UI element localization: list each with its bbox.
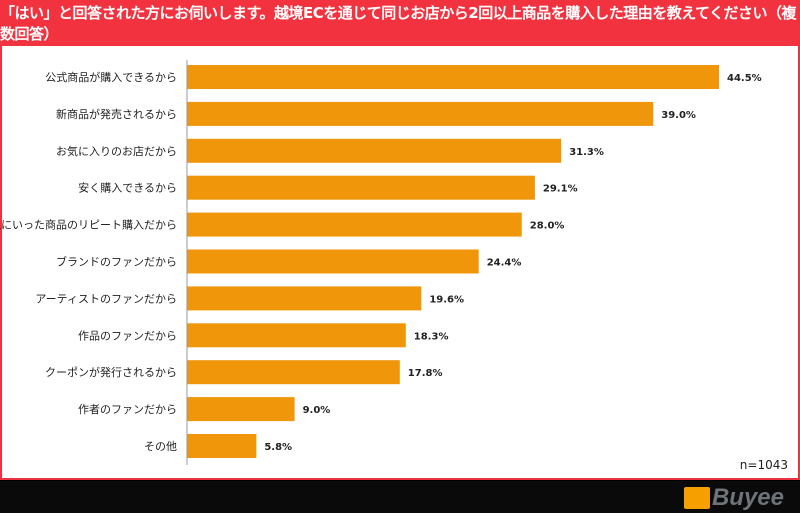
value-label: 29.1%: [543, 184, 578, 195]
bag-icon: [683, 487, 710, 509]
bar: [187, 138, 562, 163]
value-label: 28.0%: [530, 221, 565, 232]
value-label: 44.5%: [727, 73, 762, 84]
category-label: クーポンが発行されるから: [45, 365, 177, 379]
value-label: 17.8%: [408, 368, 443, 379]
bar: [187, 397, 295, 422]
bar: [187, 101, 654, 126]
bar: [187, 212, 522, 237]
footer-bar: Buyee: [0, 481, 800, 513]
bar-chart: 公式商品が購入できるから 44.5% 新商品が発売されるから 39.0% お気に入りのお…: [0, 60, 762, 465]
category-label: ブランドのファンだから: [56, 255, 177, 269]
category-label: その他: [144, 440, 177, 453]
bar: [187, 323, 406, 348]
sample-size-note: n=1043: [739, 458, 788, 472]
value-label: 5.8%: [264, 442, 292, 453]
category-label: 気にいった商品のリピート購入だから: [0, 218, 177, 232]
category-label: 安く購入できるから: [78, 181, 177, 195]
bar: [187, 434, 257, 458]
category-label: 新商品が発売されるから: [56, 107, 177, 121]
category-label: アーティストのファンだから: [35, 292, 177, 305]
value-label: 24.4%: [487, 258, 522, 269]
value-label: 39.0%: [661, 110, 696, 121]
value-label: 18.3%: [414, 331, 449, 342]
category-label: 作者のファンだから: [78, 403, 177, 416]
value-label: 9.0%: [303, 405, 331, 416]
category-label: 公式商品が購入できるから: [45, 70, 177, 84]
value-label: 31.3%: [569, 147, 604, 158]
category-label: 作品のファンだから: [78, 329, 177, 342]
buyee-logo: Buyee: [683, 484, 784, 512]
bar: [187, 286, 422, 311]
category-label: お気に入りのお店だから: [56, 144, 177, 158]
value-label: 19.6%: [429, 294, 464, 305]
bar: [187, 65, 719, 89]
chart-title: 「はい」と回答された方にお伺いします。越境ECを通じて同じお店から2回以上商品を…: [0, 0, 800, 46]
bar: [187, 249, 479, 274]
bar: [187, 175, 535, 200]
bar: [187, 360, 400, 385]
logo-text: Buyee: [711, 484, 784, 511]
